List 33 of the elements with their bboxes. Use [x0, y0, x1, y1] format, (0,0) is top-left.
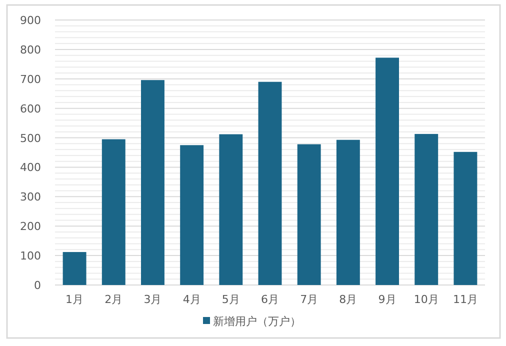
y-tick-label: 600	[20, 102, 41, 116]
x-tick-label: 2月	[104, 293, 123, 306]
legend-label: 新增用户（万户）	[213, 315, 301, 328]
y-tick-label: 700	[20, 72, 41, 86]
x-tick-label: 11月	[452, 293, 478, 306]
x-tick-label: 10月	[414, 293, 439, 306]
bar	[454, 152, 478, 285]
bar	[336, 140, 360, 285]
y-tick-label: 800	[20, 43, 41, 56]
bar	[376, 58, 399, 285]
y-tick-label: 500	[20, 132, 41, 145]
x-tick-label: 4月	[182, 293, 201, 306]
bar	[258, 82, 282, 285]
bar	[62, 252, 86, 285]
bar	[297, 144, 321, 285]
x-tick-label: 5月	[222, 293, 240, 306]
bar	[141, 80, 164, 285]
x-tick-label: 7月	[300, 293, 318, 306]
y-tick-label: 300	[20, 190, 41, 204]
y-tick-label: 200	[20, 220, 41, 234]
x-tick-label: 6月	[261, 293, 279, 306]
bar	[219, 134, 243, 285]
y-tick-label: 100	[20, 250, 41, 263]
y-tick-label: 900	[20, 14, 41, 27]
x-tick-label: 1月	[66, 293, 84, 306]
y-tick-label: 0	[34, 279, 41, 292]
x-tick-label: 9月	[378, 293, 396, 306]
x-tick-label: 3月	[144, 293, 162, 306]
bar	[180, 145, 204, 285]
x-tick-label: 8月	[339, 293, 358, 306]
bar	[414, 134, 438, 285]
y-tick-label: 400	[20, 161, 41, 174]
bar	[102, 139, 126, 285]
